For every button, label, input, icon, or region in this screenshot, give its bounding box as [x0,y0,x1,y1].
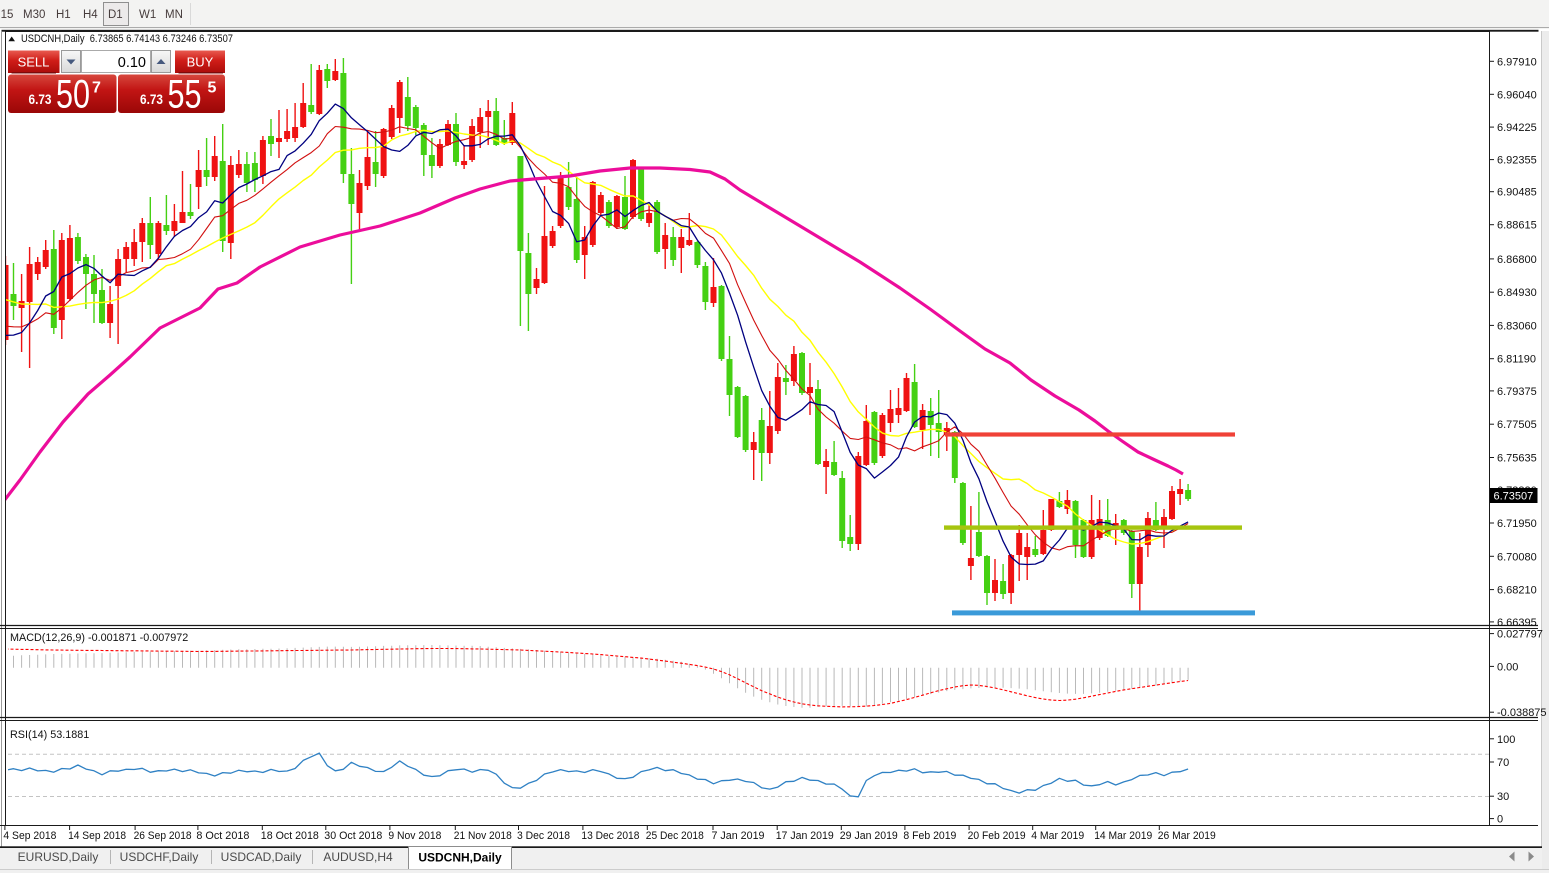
svg-text:USDCAD,Daily: USDCAD,Daily [221,850,302,864]
svg-text:M30: M30 [23,9,45,21]
svg-text:13 Dec 2018: 13 Dec 2018 [581,830,639,842]
svg-text:D1: D1 [108,9,123,21]
svg-text:6.94225: 6.94225 [1497,122,1537,134]
svg-text:6.70080: 6.70080 [1497,551,1537,563]
svg-text:30: 30 [1497,791,1509,803]
svg-text:USDCNH,Daily: USDCNH,Daily [418,851,502,865]
svg-text:6.86800: 6.86800 [1497,254,1537,266]
svg-text:6.73: 6.73 [29,92,52,107]
svg-text:26 Mar 2019: 26 Mar 2019 [1158,830,1216,842]
svg-text:6.75635: 6.75635 [1497,453,1537,465]
svg-text:W1: W1 [139,9,156,21]
svg-text:6.73: 6.73 [140,92,163,107]
svg-text:6.73507: 6.73507 [1494,491,1534,503]
svg-text:H4: H4 [83,9,98,21]
svg-text:6.66395: 6.66395 [1497,617,1537,629]
svg-text:USDCHF,Daily: USDCHF,Daily [120,850,199,864]
svg-text:0: 0 [1497,814,1503,826]
svg-text:4 Mar 2019: 4 Mar 2019 [1031,830,1084,842]
svg-text:0.10: 0.10 [118,55,146,71]
svg-text:6.96040: 6.96040 [1497,89,1537,101]
svg-text:14 Mar 2019: 14 Mar 2019 [1094,830,1152,842]
svg-text:3 Dec 2018: 3 Dec 2018 [517,830,570,842]
svg-text:6.81190: 6.81190 [1497,354,1536,366]
svg-text:6.79375: 6.79375 [1497,386,1537,398]
svg-text:6.84930: 6.84930 [1497,287,1537,299]
svg-text:4 Sep 2018: 4 Sep 2018 [3,830,56,842]
svg-text:-0.038875: -0.038875 [1497,707,1547,719]
svg-text:MN: MN [165,9,183,21]
svg-text:7 Jan 2019: 7 Jan 2019 [712,830,765,842]
svg-text:AUDUSD,H4: AUDUSD,H4 [323,850,393,864]
svg-text:70: 70 [1497,757,1509,769]
svg-text:14 Sep 2018: 14 Sep 2018 [68,830,126,842]
svg-text:MACD(12,26,9) -0.001871 -0.007: MACD(12,26,9) -0.001871 -0.007972 [10,632,188,644]
svg-text:25 Dec 2018: 25 Dec 2018 [646,830,704,842]
svg-text:SELL: SELL [18,55,50,70]
svg-text:6.88615: 6.88615 [1497,220,1537,232]
svg-text:30 Oct 2018: 30 Oct 2018 [324,830,382,842]
svg-text:6.77505: 6.77505 [1497,419,1537,431]
svg-text:100: 100 [1497,734,1515,746]
svg-text:6.90485: 6.90485 [1497,187,1537,199]
svg-text:6.68210: 6.68210 [1497,585,1537,597]
svg-text:29 Jan 2019: 29 Jan 2019 [840,830,898,842]
svg-text:H1: H1 [56,9,71,21]
svg-text:USDCNH,Daily 6.73865 6.74143: USDCNH,Daily 6.73865 6.74143 6.73246 6.7… [21,33,233,45]
svg-text:26 Sep 2018: 26 Sep 2018 [134,830,192,842]
svg-text:5: 5 [208,80,217,97]
svg-text:55: 55 [168,73,202,117]
svg-text:6.83060: 6.83060 [1497,320,1537,332]
svg-text:18 Oct 2018: 18 Oct 2018 [261,830,319,842]
svg-text:21 Nov 2018: 21 Nov 2018 [454,830,512,842]
svg-text:9 Nov 2018: 9 Nov 2018 [388,830,441,842]
svg-text:6.71950: 6.71950 [1497,518,1537,530]
svg-text:EURUSD,Daily: EURUSD,Daily [18,850,99,864]
svg-text:8 Oct 2018: 8 Oct 2018 [196,830,249,842]
svg-text:0.00: 0.00 [1497,661,1518,673]
svg-text:17 Jan 2019: 17 Jan 2019 [776,830,834,842]
svg-text:0.027797: 0.027797 [1497,629,1543,641]
svg-text:50: 50 [56,73,90,117]
svg-text:RSI(14) 53.1881: RSI(14) 53.1881 [10,729,89,741]
svg-text:8 Feb 2019: 8 Feb 2019 [903,830,956,842]
svg-text:6.97910: 6.97910 [1497,56,1537,68]
svg-text:BUY: BUY [187,55,214,70]
svg-text:7: 7 [92,80,101,97]
svg-text:M15: M15 [0,9,13,21]
svg-text:6.92355: 6.92355 [1497,155,1537,167]
svg-text:20 Feb 2019: 20 Feb 2019 [968,830,1026,842]
